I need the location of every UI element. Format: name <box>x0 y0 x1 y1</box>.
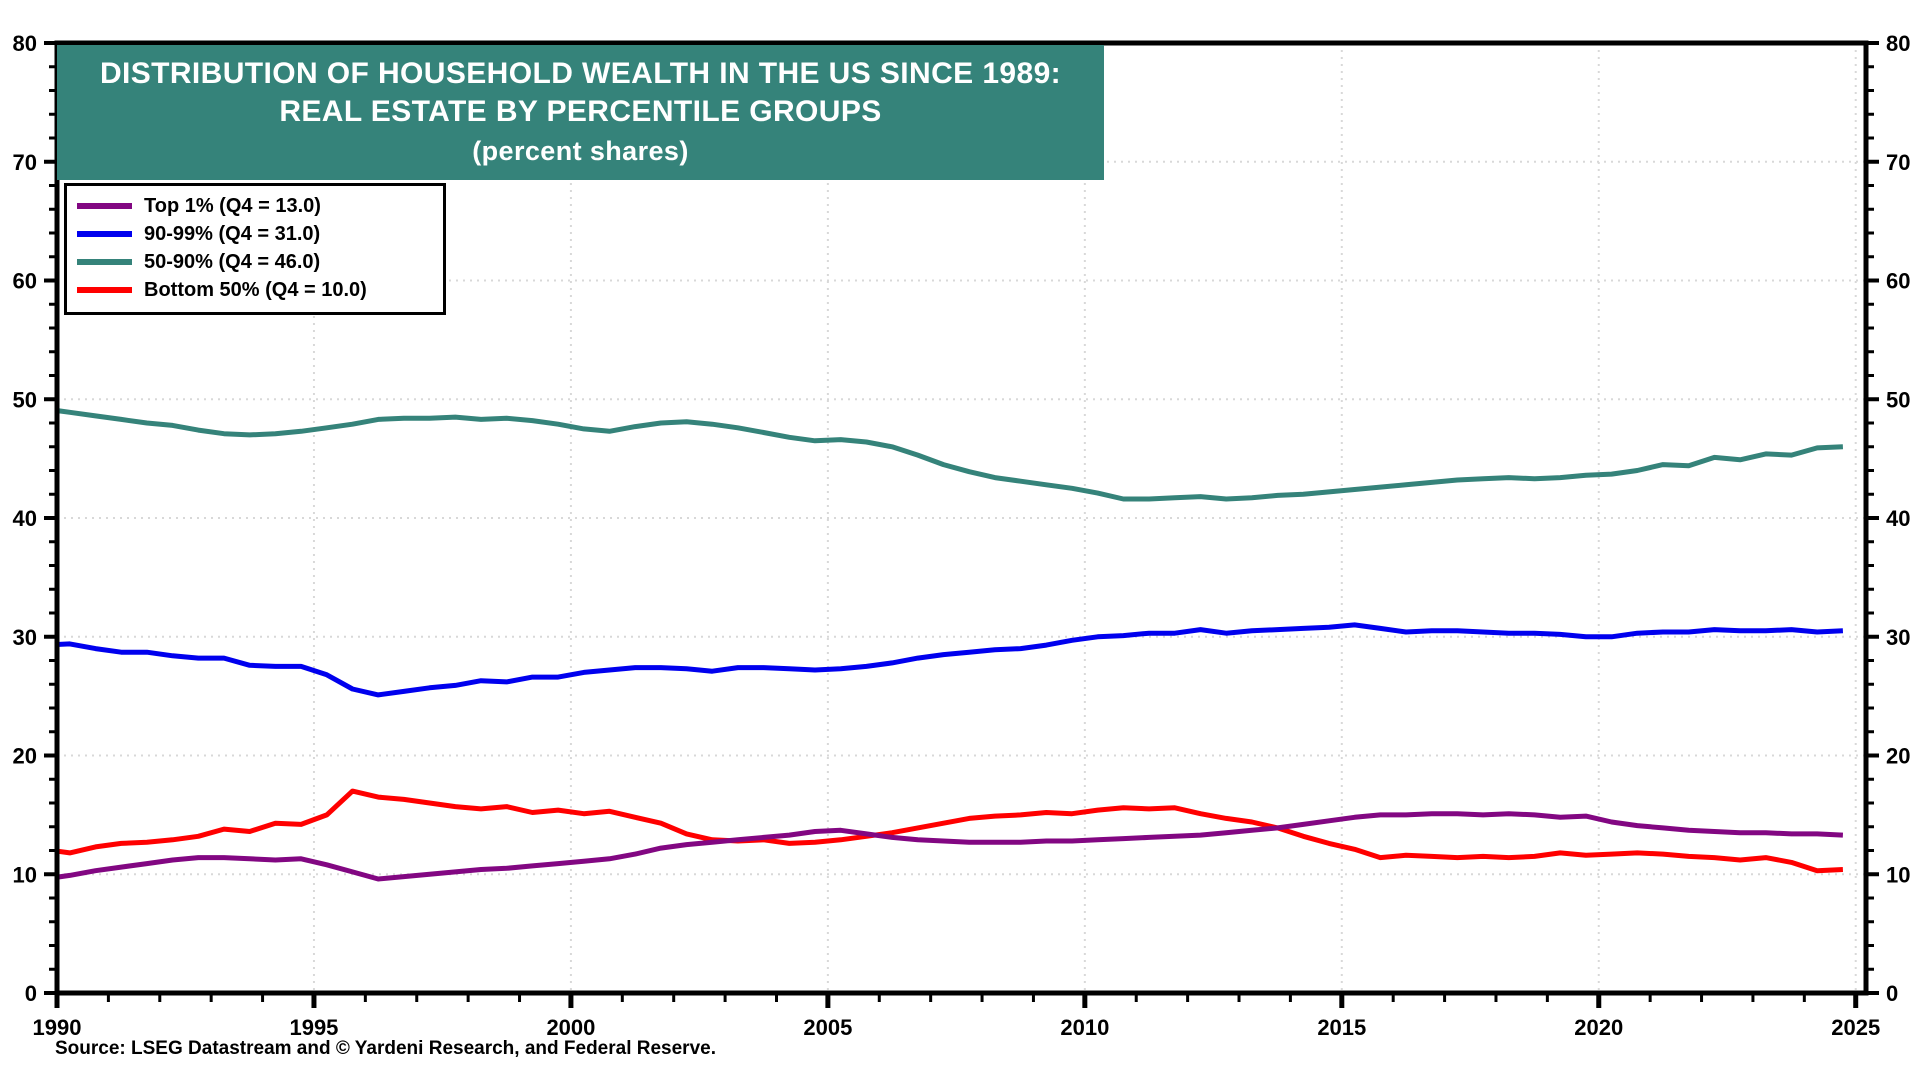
x-tick-label: 2000 <box>546 1015 595 1040</box>
y-tick-label-right: 0 <box>1886 981 1898 1006</box>
y-tick-label-left: 50 <box>13 387 37 412</box>
legend-row: Bottom 50% (Q4 = 10.0) <box>77 276 433 304</box>
plot-frame <box>44 40 1879 1008</box>
legend: Top 1% (Q4 = 13.0) 90-99% (Q4 = 31.0) 50-9… <box>64 183 446 315</box>
y-tick-label-left: 70 <box>13 150 37 175</box>
y-axis-labels: 0 0 10 10 20 20 30 30 40 40 50 50 60 60 70 70 80 80 <box>13 31 1911 1006</box>
chart-title-line1: DISTRIBUTION OF HOUSEHOLD WEALTH IN THE … <box>99 56 1062 90</box>
legend-row: 50-90% (Q4 = 46.0) <box>77 248 433 276</box>
y-tick-label-left: 40 <box>13 506 37 531</box>
x-tick-label: 2015 <box>1317 1015 1366 1040</box>
legend-color-swatch <box>77 259 132 265</box>
legend-color-swatch <box>77 231 132 237</box>
x-tick-label: 2010 <box>1060 1015 1109 1040</box>
series-line-bottom-50- <box>57 788 1844 874</box>
y-tick-label-right: 50 <box>1886 387 1910 412</box>
series-lines <box>57 408 1844 882</box>
series-line-top-1- <box>57 811 1844 882</box>
chart-title-box: DISTRIBUTION OF HOUSEHOLD WEALTH IN THE … <box>57 45 1104 180</box>
legend-label: Top 1% (Q4 = 13.0) <box>144 194 321 217</box>
x-tick-label: 1995 <box>289 1015 338 1040</box>
y-tick-label-right: 60 <box>1886 269 1910 294</box>
chart-title-subtitle: (percent shares) <box>472 135 689 166</box>
legend-row: Top 1% (Q4 = 13.0) <box>77 192 433 220</box>
legend-color-swatch <box>77 203 132 209</box>
legend-color-swatch <box>77 287 132 293</box>
legend-label: 50-90% (Q4 = 46.0) <box>144 250 321 273</box>
x-tick-label: 2020 <box>1574 1015 1623 1040</box>
y-tick-label-right: 20 <box>1886 744 1910 769</box>
x-tick-label: 2025 <box>1831 1015 1880 1040</box>
x-tick-label: 2005 <box>803 1015 852 1040</box>
y-tick-label-left: 30 <box>13 625 37 650</box>
y-tick-label-right: 70 <box>1886 150 1910 175</box>
y-tick-label-left: 80 <box>13 31 37 56</box>
series-line-90-99- <box>57 622 1844 698</box>
x-axis-labels: 1990 1995 2000 2005 2010 2015 2020 2025 <box>33 1015 1881 1040</box>
series-line-50-90- <box>57 408 1844 502</box>
source-note: Source: LSEG Datastream and © Yardeni Re… <box>55 1038 716 1059</box>
y-tick-label-right: 40 <box>1886 506 1910 531</box>
y-tick-label-left: 0 <box>25 981 37 1006</box>
legend-row: 90-99% (Q4 = 31.0) <box>77 220 433 248</box>
y-tick-label-left: 10 <box>13 862 37 887</box>
legend-label: 90-99% (Q4 = 31.0) <box>144 222 321 245</box>
x-tick-label: 1990 <box>33 1015 82 1040</box>
y-tick-label-right: 30 <box>1886 625 1910 650</box>
legend-label: Bottom 50% (Q4 = 10.0) <box>144 278 367 301</box>
chart-title-line2: REAL ESTATE BY PERCENTILE GROUPS <box>279 94 882 128</box>
y-tick-label-right: 10 <box>1886 862 1910 887</box>
y-tick-label-left: 60 <box>13 269 37 294</box>
y-tick-label-right: 80 <box>1886 31 1910 56</box>
y-tick-label-left: 20 <box>13 744 37 769</box>
